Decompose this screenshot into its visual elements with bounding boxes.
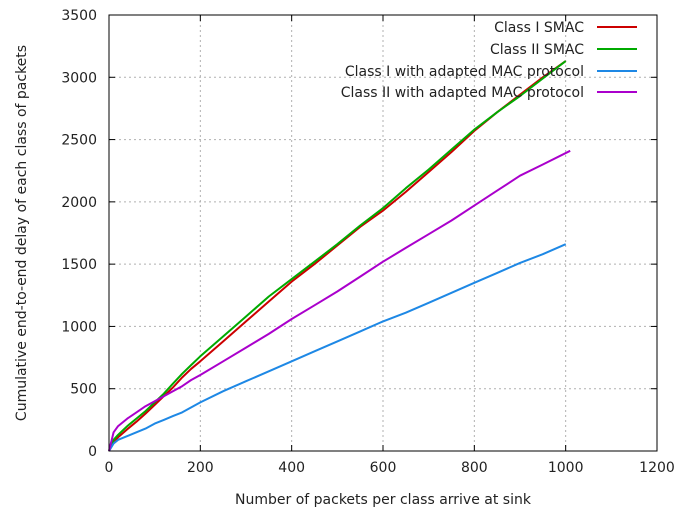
y-tick-label: 1500 xyxy=(61,257,97,273)
y-tick-label: 0 xyxy=(88,444,97,460)
plot-area xyxy=(108,60,571,452)
x-axis-label: Number of packets per class arrive at si… xyxy=(235,492,532,508)
grid xyxy=(109,15,657,451)
x-tick-label: 1000 xyxy=(548,460,584,476)
legend: Class I SMAC Class II SMAC Class I with ad… xyxy=(341,20,637,101)
legend-label-4: Class II with adapted MAC protocol xyxy=(341,85,584,101)
y-tick-label: 500 xyxy=(70,382,97,398)
y-tick-label: 3000 xyxy=(61,70,97,86)
series-line-3 xyxy=(108,243,567,452)
x-tick-label: 400 xyxy=(278,460,305,476)
legend-label-1: Class I SMAC xyxy=(494,20,584,36)
legend-label-3: Class I with adapted MAC protocol xyxy=(345,64,584,80)
axis-ticks: 0 200 400 600 800 1000 1200 0 500 1000 1500 2000 250… xyxy=(61,8,674,476)
x-tick-label: 1200 xyxy=(639,460,675,476)
x-tick-label: 0 xyxy=(105,460,114,476)
legend-label-2: Class II SMAC xyxy=(490,42,584,58)
y-tick-label: 2000 xyxy=(61,195,97,211)
x-tick-label: 200 xyxy=(187,460,214,476)
y-axis-label: Cumulative end-to-end delay of each clas… xyxy=(14,45,30,421)
series-line-2 xyxy=(108,60,567,452)
x-tick-label: 600 xyxy=(370,460,397,476)
y-tick-label: 1000 xyxy=(61,319,97,335)
series-line-1 xyxy=(108,60,567,452)
x-tick-label: 800 xyxy=(461,460,488,476)
y-tick-label: 2500 xyxy=(61,133,97,149)
series-line-4 xyxy=(108,149,571,452)
y-tick-label: 3500 xyxy=(61,8,97,24)
